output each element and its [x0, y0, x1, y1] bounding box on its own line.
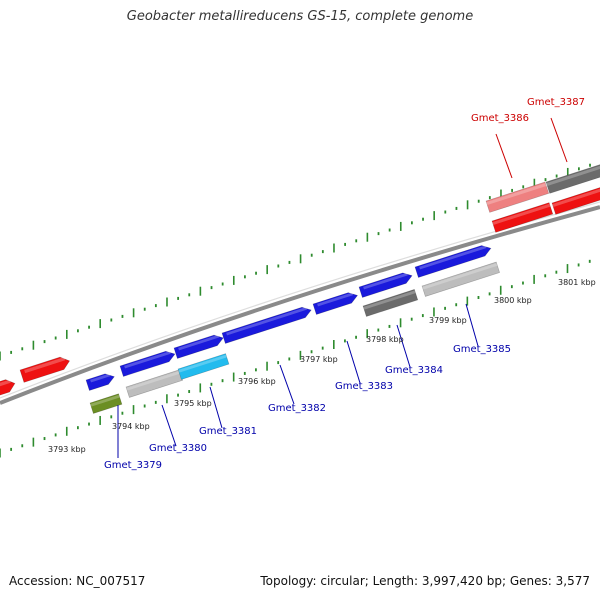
gene-gmet-3387-shine: [546, 165, 600, 186]
gene-olive-lower-shine: [90, 394, 120, 407]
gene-label-gmet-3379: Gmet_3379: [104, 460, 162, 471]
gene-red-right-1-shine: [492, 203, 551, 225]
gene-red-left-2: [19, 356, 71, 383]
gene-gmet-3382: [221, 306, 312, 344]
kbp-label: 3793 kbp: [48, 445, 86, 454]
gene-label-gmet-3387: Gmet_3387: [527, 97, 585, 108]
gene-gmet-3381: [177, 353, 230, 380]
gene-red-left-2-shine: [24, 357, 66, 374]
gene-gmet-3383-shine: [317, 292, 354, 307]
gene-blue-3384-upper: [358, 272, 413, 298]
gene-gmet-3380-upper-shine: [124, 351, 171, 369]
callout-line: [465, 303, 479, 347]
callout-line: [550, 117, 568, 163]
gene-gmet-3385-lower: [421, 261, 500, 297]
gene-label-gmet-3383: Gmet_3383: [335, 381, 393, 392]
gene-red-right-1: [491, 202, 554, 233]
genome-summary: Topology: circular; Length: 3,997,420 bp…: [260, 574, 590, 588]
kbp-label: 3796 kbp: [238, 377, 276, 386]
accession-label: Accession: NC_007517: [9, 574, 146, 588]
gene-gmet-3386: [485, 181, 550, 213]
gene-red-left-1-shine: [0, 379, 11, 387]
gene-gmet-3379-shine: [90, 373, 111, 383]
gene-gmet-3385: [414, 245, 492, 278]
gene-callouts: Gmet_3379 Gmet_3380 Gmet_3381 Gmet_3382 Gmet…: [104, 97, 585, 471]
gene-gmet-3384: [362, 289, 419, 317]
callout-line: [279, 364, 295, 405]
callout-line: [495, 133, 513, 179]
callout-line: [396, 324, 411, 368]
gene-label-gmet-3381: Gmet_3381: [199, 426, 257, 437]
gene-label-gmet-3385: Gmet_3385: [453, 344, 511, 355]
genome-title: Geobacter metallireducens GS-15, complet…: [126, 9, 474, 24]
gene-blue-3381-upper: [173, 334, 224, 359]
kbp-label: 3794 kbp: [112, 422, 150, 431]
upper-tick-track: [0, 163, 591, 361]
callout-line: [346, 340, 361, 384]
callout-line: [161, 404, 177, 447]
callout-line: [209, 386, 223, 429]
kbp-label: 3801 kbp: [558, 278, 596, 287]
kbp-scale-labels: 3793 kbp 3794 kbp 3795 kbp 3796 kbp 3797 kbp…: [48, 278, 596, 454]
gene-label-gmet-3384: Gmet_3384: [385, 365, 443, 376]
kbp-label: 3795 kbp: [174, 399, 212, 408]
gene-gmet-3386-shine: [486, 183, 547, 205]
kbp-label: 3797 kbp: [300, 355, 338, 364]
gene-gray-3380-lower: [125, 369, 184, 398]
gene-red-right-2-shine: [552, 188, 600, 207]
gene-gmet-3385-lower-shine: [422, 263, 498, 290]
gene-gray-3380-lower-shine: [126, 370, 181, 391]
kbp-label: 3800 kbp: [494, 296, 532, 305]
gene-gmet-3385-shine: [419, 245, 487, 270]
gene-red-right-2: [551, 187, 600, 215]
gene-gmet-3381-shine: [178, 354, 227, 373]
gene-gmet-3382-shine: [226, 307, 307, 336]
gene-gmet-3384-shine: [363, 290, 416, 310]
gene-features: [0, 164, 600, 414]
gene-gmet-3383: [312, 292, 359, 315]
lower-tick-track: [0, 259, 591, 458]
kbp-label: 3799 kbp: [429, 316, 467, 325]
gene-label-gmet-3386: Gmet_3386: [471, 113, 529, 124]
gene-label-gmet-3380: Gmet_3380: [149, 443, 207, 454]
kbp-label: 3798 kbp: [366, 335, 404, 344]
gene-gmet-3380-upper: [119, 350, 176, 377]
gene-red-left-1: [0, 379, 16, 396]
gene-blue-3381-upper-shine: [178, 334, 219, 351]
backbone-line-outer: [0, 205, 600, 405]
gene-label-gmet-3382: Gmet_3382: [268, 403, 326, 414]
gene-olive-lower: [89, 393, 123, 414]
gene-blue-3384-upper-shine: [363, 272, 408, 290]
gene-gmet-3379: [85, 373, 115, 391]
gene-gmet-3387: [545, 164, 600, 194]
